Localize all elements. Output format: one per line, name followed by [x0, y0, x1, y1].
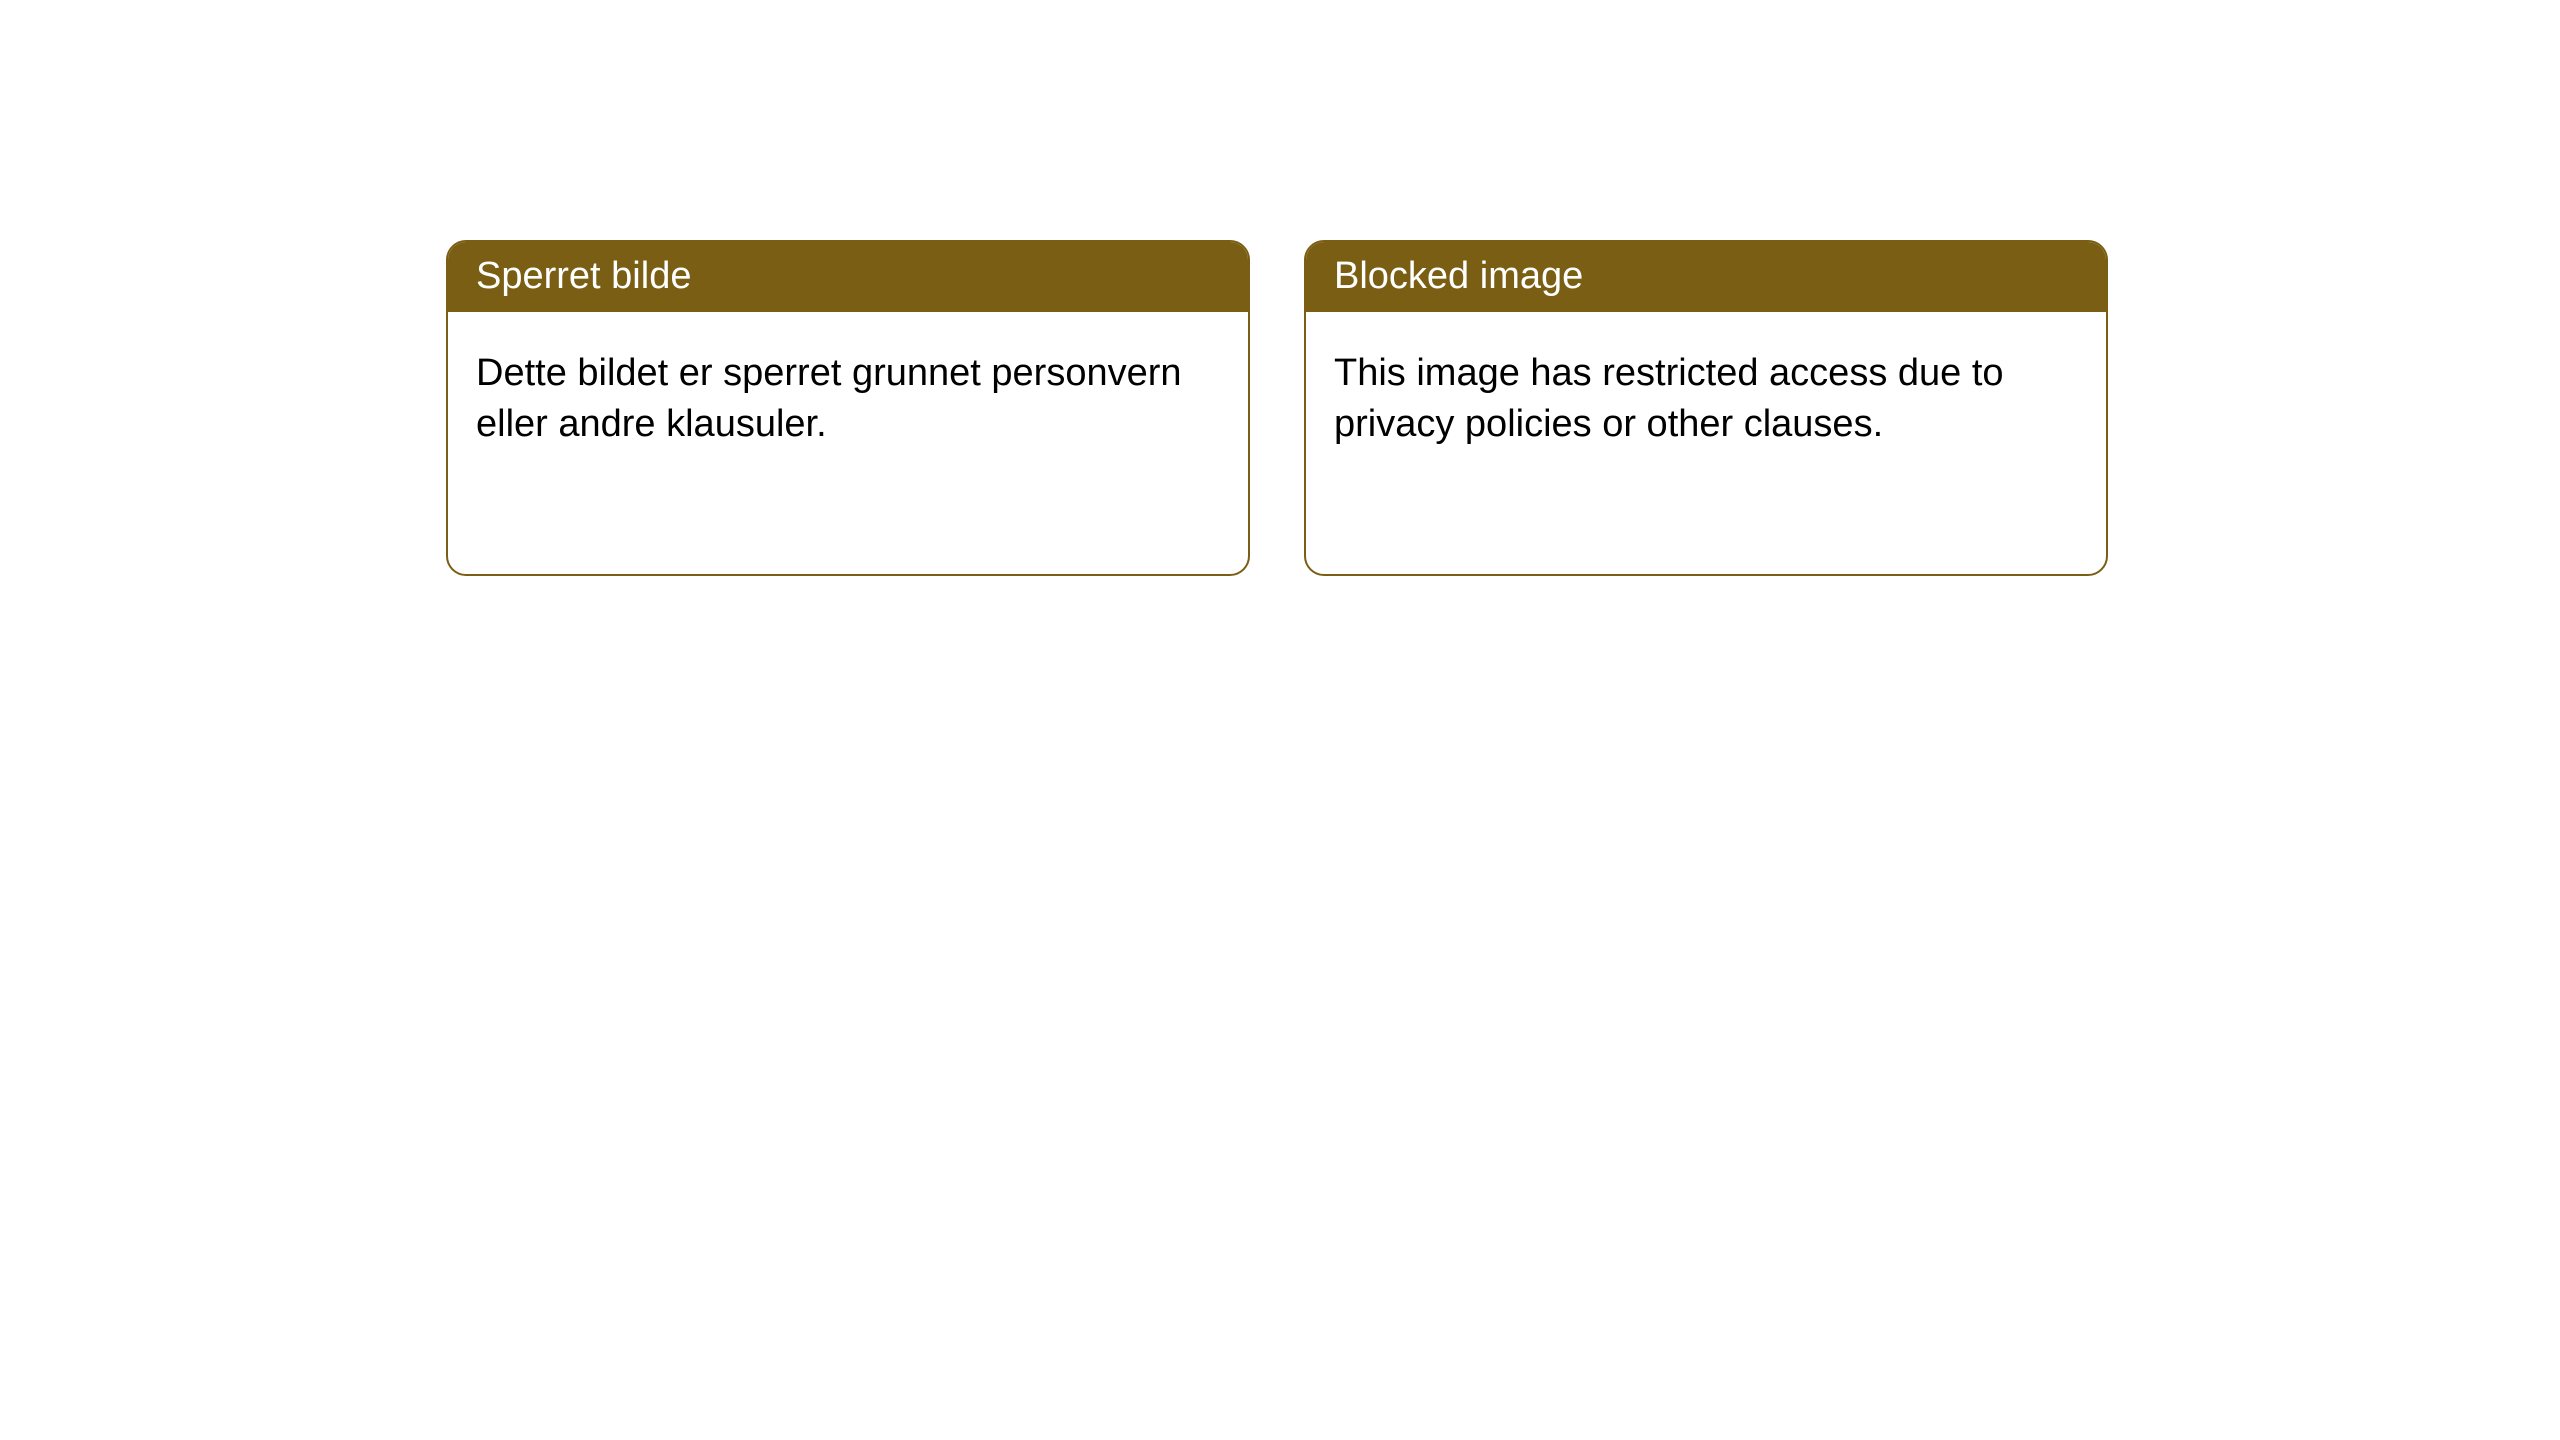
- notice-title: Sperret bilde: [476, 255, 691, 297]
- notice-header: Blocked image: [1306, 242, 2106, 312]
- notice-container: Sperret bilde Dette bildet er sperret gr…: [0, 0, 2560, 576]
- notice-message: This image has restricted access due to …: [1334, 352, 2004, 445]
- notice-message: Dette bildet er sperret grunnet personve…: [476, 352, 1182, 445]
- notice-card-english: Blocked image This image has restricted …: [1304, 240, 2108, 576]
- notice-body: This image has restricted access due to …: [1306, 312, 2106, 487]
- notice-body: Dette bildet er sperret grunnet personve…: [448, 312, 1248, 487]
- notice-title: Blocked image: [1334, 255, 1583, 297]
- notice-card-norwegian: Sperret bilde Dette bildet er sperret gr…: [446, 240, 1250, 576]
- notice-header: Sperret bilde: [448, 242, 1248, 312]
